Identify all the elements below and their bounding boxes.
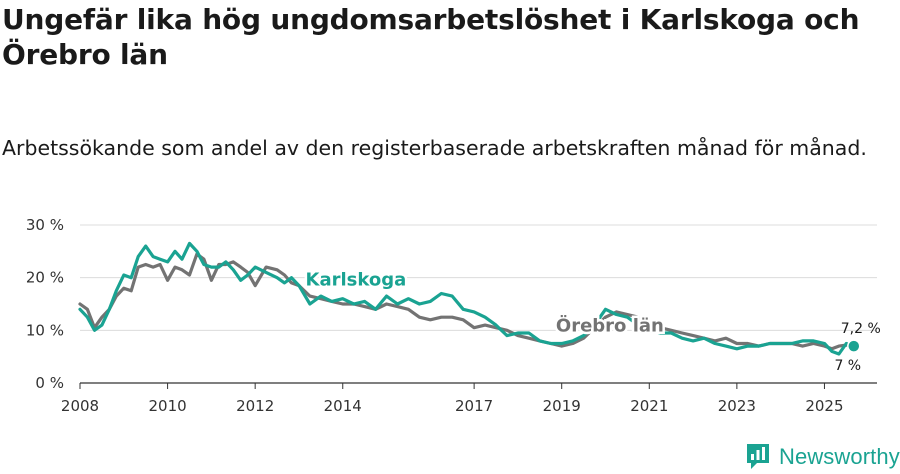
series-line-orebro-lan (78, 252, 856, 351)
series-line-karlskoga (78, 241, 856, 356)
chart-title: Ungefär lika hög ungdomsarbetslöshet i K… (2, 3, 860, 71)
x-tick-label: 2010 (148, 397, 186, 415)
gridlines: 0 % 10 % 20 % 30 % (26, 216, 877, 392)
brand: Newsworthy (745, 442, 900, 472)
end-value-label-orebro-lan: 7,2 % (841, 321, 881, 337)
x-tick-label: 2014 (324, 397, 362, 415)
y-tick-label: 20 % (26, 269, 64, 287)
endpoint-marker (847, 339, 861, 353)
y-tick-label: 10 % (26, 321, 64, 339)
newsworthy-logo-icon (747, 444, 769, 469)
series-label-orebro-lan: Örebro län (556, 314, 664, 336)
y-tick-label: 0 % (35, 374, 64, 392)
series-label-karlskoga: Karlskoga (306, 270, 407, 291)
x-axis: 2008 2010 2012 2014 2017 2019 2021 2023 2025 (61, 382, 877, 415)
x-tick-label: 2025 (805, 397, 843, 415)
x-tick-label: 2021 (630, 397, 668, 415)
x-tick-label: 2017 (455, 397, 493, 415)
x-tick-label: 2023 (718, 397, 756, 415)
chart-subtitle: Arbetssökande som andel av den registerb… (2, 136, 867, 160)
brand-name: Newsworthy (779, 444, 900, 469)
x-tick-label: 2012 (236, 397, 274, 415)
end-value-label-karlskoga: 7 % (834, 358, 861, 374)
series-labels: Karlskoga Örebro län 7,2 % 7 % (303, 267, 881, 374)
series-lines (78, 241, 856, 356)
x-tick-label: 2019 (543, 397, 581, 415)
x-tick-label: 2008 (61, 397, 99, 415)
y-tick-label: 30 % (26, 216, 64, 234)
